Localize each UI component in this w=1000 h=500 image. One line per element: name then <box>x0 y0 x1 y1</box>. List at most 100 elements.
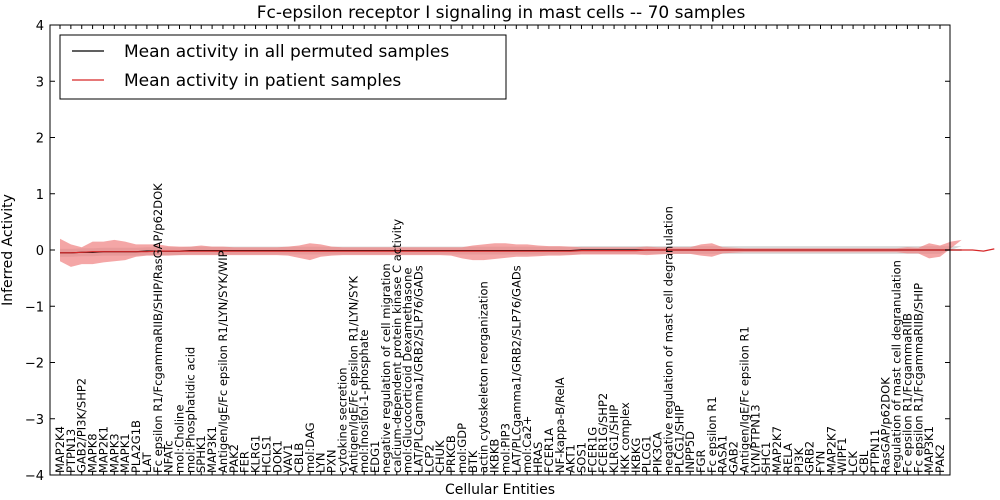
x-entity-label: PRKCB <box>444 435 458 473</box>
x-entity-label: negative regulation of cell migration <box>379 263 393 473</box>
x-entity-label: Fc epsilon R1/FcgammaRIIB/SHIP <box>911 283 925 473</box>
x-entity-label: PAK2 <box>933 444 947 473</box>
x-entity-label: NFATc <box>162 440 176 473</box>
x-entity-label: RasGAP/p62DOK <box>879 377 893 473</box>
x-entity-label: NF-kappa-B/RelA <box>553 377 567 473</box>
x-entity-label: LAT/PLCgamma1/GRB2/SLP76/GADs <box>509 265 523 473</box>
x-entity-label: LCK <box>846 451 860 473</box>
x-entity-label: FGR <box>694 449 708 473</box>
y-axis-ticks: 4 3 2 1 0 −1 −2 −3 −4 <box>25 19 950 484</box>
x-entity-label: MAP2K7 <box>824 426 838 473</box>
x-entity-label: LYN <box>314 452 328 473</box>
x-entity-label: IKBKG <box>629 438 643 473</box>
x-entity-label: PXN <box>325 450 339 473</box>
x-entity-label: LAT/PLCgamma1/GRB2/SLP76/GADs <box>412 265 426 473</box>
x-entity-label: PLCG1/SHIP <box>672 405 686 473</box>
x-entity-label: AKT1 <box>564 444 578 473</box>
x-axis-label: Cellular Entities <box>445 482 555 498</box>
y-tick-label: −2 <box>25 357 44 372</box>
legend-label-patient: Mean activity in patient samples <box>124 71 401 91</box>
x-entity-label: actin cytoskeleton reorganization <box>477 281 491 473</box>
x-entity-label: CHUK <box>433 440 447 473</box>
y-tick-label: −1 <box>25 300 44 315</box>
x-entity-label: GRB2 <box>803 441 817 473</box>
chart-title: Fc-epsilon receptor I signaling in mast … <box>257 3 746 23</box>
x-entity-label: mol:Glucocorticoid Dexamethasone <box>401 268 415 473</box>
x-entity-label: negative regulation of mast cell degranu… <box>661 206 675 473</box>
x-entity-label: PAK2 <box>227 444 241 473</box>
x-entity-label: LCP2 <box>422 444 436 473</box>
x-entity-label: EDG1 <box>368 441 382 473</box>
y-tick-label: 2 <box>36 132 44 147</box>
x-entity-label: Fc epsilon R1/FcgammaRIIB <box>900 313 914 473</box>
x-entity-label: MAP2K1 <box>97 426 111 473</box>
x-entity-label: FER <box>238 451 252 473</box>
x-entity-label: PLCG1 <box>640 435 654 473</box>
x-entity-label: Antigen/IgE/Fc epsilon R1/LYN/SYK/WIP <box>216 250 230 473</box>
x-entity-label: PTPN11 <box>868 429 882 473</box>
x-entity-label: mol:GDP <box>455 423 469 473</box>
legend-label-permuted: Mean activity in all permuted samples <box>124 42 449 62</box>
x-entity-label: LAT <box>140 451 154 473</box>
x-entity-label: mol:Ca2+ <box>520 416 534 473</box>
x-entity-label: INPP5D <box>683 431 697 473</box>
x-axis-entity-labels: MAP2K4PTPN13GAB2/PI3K/SHP2MAPK8MAP2K1MAP… <box>53 25 947 475</box>
x-entity-label: PTPN13 <box>64 429 78 473</box>
x-entity-label: Fc epsilon R1/FcgammaRIIB/SHIP/RasGAP/p6… <box>151 183 165 473</box>
x-entity-label: DOK1 <box>270 440 284 473</box>
x-entity-label: calcium-dependent protein kinase C activ… <box>390 219 404 473</box>
x-entity-label: CBLB <box>292 443 306 473</box>
x-entity-label: KLRG1 <box>249 435 263 473</box>
patient-mean-line <box>60 248 995 254</box>
x-entity-label: mol:Inositol-1-phosphate <box>357 330 371 473</box>
x-entity-label: MAP2K7 <box>770 426 784 473</box>
x-entity-label: RASA1 <box>716 435 730 473</box>
x-entity-label: HRAS <box>531 442 545 473</box>
x-entity-label: MAPK8 <box>86 433 100 473</box>
y-tick-label: 1 <box>36 188 44 203</box>
x-entity-label: PIK3CA <box>651 432 665 473</box>
legend: Mean activity in all permuted samples Me… <box>59 34 507 100</box>
plot-area <box>60 238 995 267</box>
legend-box <box>59 34 507 100</box>
x-entity-label: Fc epsilon R1 <box>705 396 719 473</box>
y-tick-label: −4 <box>25 469 44 484</box>
y-axis-label: Inferred Activity <box>0 194 16 306</box>
y-tick-label: −3 <box>25 413 44 428</box>
x-entity-label: regulation of mast cell degranulation <box>890 260 904 473</box>
y-tick-label: 0 <box>36 244 44 259</box>
x-entity-label: WIPF1 <box>835 437 849 473</box>
x-entity-label: SPHK1 <box>194 435 208 473</box>
x-entity-label: mol:PIP3 <box>498 423 512 473</box>
x-entity-label: GAB2/PI3K/SHP2 <box>75 378 89 473</box>
x-entity-label: VAV1 <box>281 444 295 473</box>
x-entity-label: IKBKB <box>488 439 502 473</box>
x-entity-label: FCER1G/SHP2 <box>596 393 610 473</box>
x-entity-label: MAPK3 <box>107 433 121 473</box>
x-entity-label: SHC1 <box>759 442 773 473</box>
x-entity-label: Antigen/IgE/Fc epsilon R1/LYN/SYK <box>346 276 360 473</box>
x-entity-label: GAB2 <box>727 441 741 473</box>
x-entity-label: BTK <box>466 450 480 473</box>
y-tick-label: 3 <box>36 75 44 90</box>
x-entity-label: mol:Phosphatidic acid <box>183 347 197 473</box>
x-entity-label: KLRG1/SHIP <box>607 405 621 473</box>
x-entity-label: MAP2K4 <box>53 426 67 473</box>
x-entity-label: HCLS1 <box>259 435 273 473</box>
x-entity-label: FCER1A <box>542 428 556 473</box>
y-tick-label: 4 <box>36 19 44 34</box>
x-entity-label: MAP3K1 <box>205 426 219 473</box>
x-entity-label: mol:DAG <box>303 422 317 473</box>
x-entity-label: CBL <box>857 450 871 473</box>
x-entity-label: Antigen/IgE/Fc epsilon R1 <box>737 326 751 473</box>
x-entity-label: MAPK1 <box>118 433 132 473</box>
x-entity-label: MAP3K1 <box>922 426 936 473</box>
x-entity-label: RELA <box>781 443 795 473</box>
x-entity-label: PLA2G1B <box>129 420 143 473</box>
x-entity-label: LYN/PTPN13 <box>748 404 762 473</box>
x-entity-label: SOS1 <box>575 442 589 473</box>
patient-samples-band <box>60 238 962 267</box>
x-entity-label: cytokine secretion <box>336 367 350 473</box>
x-entity-label: mol:Choline <box>173 405 187 473</box>
